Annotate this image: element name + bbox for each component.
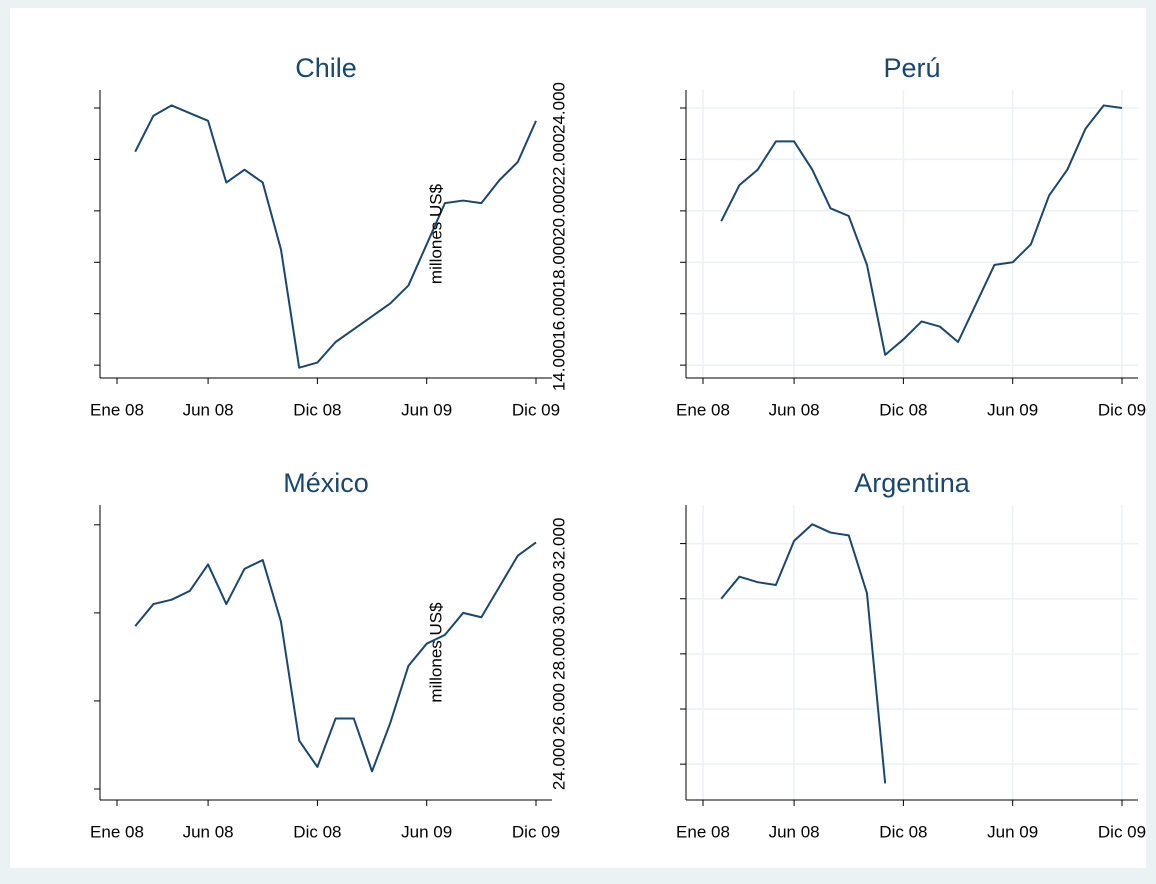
series-line: [134, 541, 537, 773]
x-tick-label: Jun 08: [769, 400, 820, 419]
series-line: [720, 104, 1123, 356]
chart-title: Argentina: [854, 468, 971, 498]
chart-title: Chile: [295, 53, 357, 83]
x-tick-label: Dic 08: [293, 400, 341, 419]
graph-region: [10, 8, 1146, 868]
y-tick-label: 20.000: [549, 185, 568, 237]
x-tick-label: Dic 09: [512, 400, 560, 419]
x-tick-label: Ene 08: [90, 400, 144, 419]
y-axis-title: millones US$: [426, 183, 445, 284]
x-tick-label: Jun 08: [183, 822, 234, 841]
y-tick-label: 30.000: [549, 573, 568, 625]
series-line: [134, 104, 537, 369]
y-tick-label: 24.000: [549, 82, 568, 134]
y-tick-label: 22.000: [549, 133, 568, 185]
x-tick-label: Jun 09: [987, 400, 1038, 419]
x-tick-label: Ene 08: [676, 822, 730, 841]
x-tick-label: Dic 09: [1098, 822, 1146, 841]
x-tick-label: Jun 08: [769, 822, 820, 841]
x-tick-label: Ene 08: [676, 400, 730, 419]
x-tick-label: Jun 09: [401, 400, 452, 419]
x-tick-label: Dic 09: [1098, 400, 1146, 419]
x-tick-label: Jun 09: [401, 822, 452, 841]
y-tick-label: 24.000: [549, 738, 568, 790]
x-tick-label: Jun 08: [183, 400, 234, 419]
x-tick-label: Dic 09: [512, 822, 560, 841]
x-tick-label: Dic 08: [879, 822, 927, 841]
y-tick-label: 16.000: [549, 288, 568, 340]
y-tick-label: 18.000: [549, 236, 568, 288]
chart-title: Perú: [883, 53, 940, 83]
series-line: [720, 523, 887, 784]
y-tick-label: 26.000: [549, 683, 568, 735]
x-tick-label: Dic 08: [879, 400, 927, 419]
y-tick-label: 28.000: [549, 628, 568, 680]
x-tick-label: Jun 09: [987, 822, 1038, 841]
y-tick-label: 14.000: [549, 339, 568, 391]
chart-title: México: [283, 468, 369, 498]
y-tick-label: 32.000: [549, 518, 568, 570]
x-tick-label: Dic 08: [293, 822, 341, 841]
y-axis-title: millones US$: [426, 602, 445, 703]
x-tick-label: Ene 08: [90, 822, 144, 841]
